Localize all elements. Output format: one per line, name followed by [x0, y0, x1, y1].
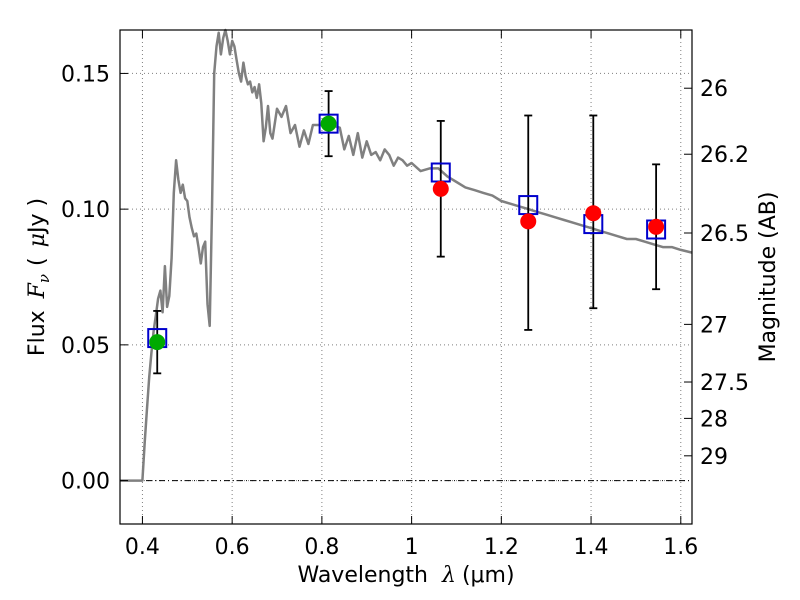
y-tick-label: 0.05 [61, 334, 110, 359]
magnitude-tick-label: 26.2 [700, 143, 749, 168]
tick-labels: 0.4 0.6 0.8 1 1.2 1.4 1.6 0.00 0.05 0.10 0.15 26 26.… [61, 62, 749, 560]
magnitude-tick-label: 29 [700, 445, 728, 470]
x-tick-label: 1 [405, 535, 419, 560]
x-tick-label: 0.6 [215, 535, 250, 560]
magnitude-tick-label: 26 [700, 77, 728, 102]
y-tick-label: 0.15 [61, 62, 110, 87]
red-data-point [432, 180, 449, 197]
y2-axis-label: Magnitude (AB) [756, 192, 781, 363]
magnitude-tick-label: 28 [700, 407, 728, 432]
axis-ticks [120, 30, 692, 524]
x-axis-label: Wavelength λ (μm) [297, 563, 514, 588]
x-tick-label: 0.4 [125, 535, 160, 560]
data-markers [149, 115, 665, 351]
x-tick-label: 1.4 [574, 535, 609, 560]
model-flux-square [318, 113, 339, 134]
sed-curve [120, 28, 693, 482]
sed-model-line [120, 28, 693, 482]
plot-frame [119, 29, 693, 525]
red-data-point [585, 205, 602, 222]
magnitude-tick-label: 26.5 [700, 222, 749, 247]
x-tick-label: 0.8 [304, 535, 339, 560]
model-markers [147, 113, 667, 349]
red-data-point [648, 218, 665, 235]
magnitude-tick-label: 27.5 [700, 371, 749, 396]
green-data-point [149, 334, 166, 351]
x-tick-label: 1.6 [663, 535, 698, 560]
green-data-point [320, 115, 337, 132]
red-data-point [520, 213, 537, 230]
y-tick-label: 0.00 [61, 470, 110, 495]
x-tick-label: 1.2 [484, 535, 519, 560]
y-tick-label: 0.10 [61, 198, 110, 223]
y-axis-label: FluxFν(μJy ) [25, 198, 53, 356]
magnitude-tick-label: 27 [700, 313, 728, 338]
